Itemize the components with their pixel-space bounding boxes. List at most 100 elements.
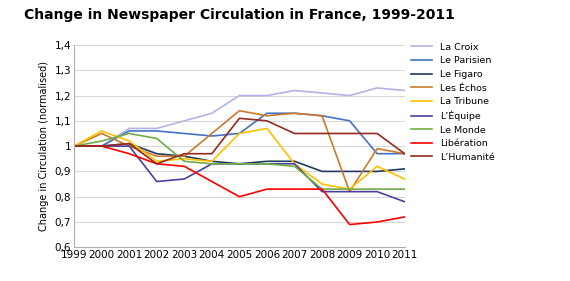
Le Parisien	[374, 152, 381, 155]
Le Monde	[209, 162, 215, 166]
Le Monde	[98, 139, 105, 143]
L’Humanité	[319, 132, 325, 135]
Le Parisien	[71, 144, 78, 148]
L’Équipe	[236, 162, 243, 166]
Line: Le Figaro: Le Figaro	[74, 144, 405, 171]
L’Humanité	[209, 152, 215, 155]
Le Figaro	[401, 167, 408, 171]
Libération	[126, 152, 133, 155]
Le Parisien	[98, 144, 105, 148]
Le Parisien	[209, 134, 215, 138]
Libération	[236, 195, 243, 198]
La Croix	[181, 119, 188, 123]
Le Figaro	[236, 162, 243, 166]
Les Échos	[209, 132, 215, 135]
Libération	[153, 162, 160, 166]
La Croix	[291, 89, 298, 92]
Le Parisien	[126, 129, 133, 133]
La Croix	[401, 89, 408, 92]
L’Humanité	[263, 119, 270, 123]
La Tribune	[374, 165, 381, 168]
Le Figaro	[126, 142, 133, 145]
Le Monde	[126, 132, 133, 135]
Line: Libération: Libération	[74, 146, 405, 225]
Libération	[263, 187, 270, 191]
La Tribune	[126, 139, 133, 143]
La Croix	[319, 91, 325, 95]
Le Parisien	[263, 112, 270, 115]
Le Monde	[374, 187, 381, 191]
L’Équipe	[346, 190, 353, 193]
Le Figaro	[374, 170, 381, 173]
Le Figaro	[319, 170, 325, 173]
La Croix	[71, 144, 78, 148]
Libération	[209, 180, 215, 183]
Les Échos	[401, 152, 408, 155]
Les Échos	[374, 147, 381, 150]
L’Humanité	[181, 152, 188, 155]
La Croix	[263, 94, 270, 97]
Legend: La Croix, Le Parisien, Le Figaro, Les Échos, La Tribune, L’Équipe, Le Monde, Lib: La Croix, Le Parisien, Le Figaro, Les Éc…	[412, 43, 494, 162]
Les Échos	[181, 155, 188, 158]
Les Échos	[126, 144, 133, 148]
L’Humanité	[374, 132, 381, 135]
Line: Les Échos: Les Échos	[74, 111, 405, 192]
Le Figaro	[263, 160, 270, 163]
Libération	[319, 187, 325, 191]
L’Humanité	[401, 152, 408, 155]
Le Figaro	[346, 170, 353, 173]
L’Humanité	[98, 144, 105, 148]
L’Équipe	[291, 162, 298, 166]
La Croix	[153, 127, 160, 130]
L’Humanité	[291, 132, 298, 135]
L’Équipe	[98, 144, 105, 148]
Line: Le Monde: Le Monde	[74, 133, 405, 189]
Le Monde	[291, 165, 298, 168]
La Croix	[98, 144, 105, 148]
Libération	[181, 165, 188, 168]
Text: Change in Newspaper Circulation in France, 1999-2011: Change in Newspaper Circulation in Franc…	[24, 8, 455, 22]
Le Parisien	[401, 152, 408, 155]
La Croix	[374, 86, 381, 90]
L’Équipe	[153, 180, 160, 183]
L’Équipe	[319, 190, 325, 193]
Libération	[98, 144, 105, 148]
Le Figaro	[153, 152, 160, 155]
La Tribune	[401, 177, 408, 181]
Line: La Tribune: La Tribune	[74, 128, 405, 189]
La Tribune	[153, 160, 160, 163]
La Tribune	[98, 129, 105, 133]
La Tribune	[236, 132, 243, 135]
La Tribune	[71, 144, 78, 148]
L’Humanité	[126, 142, 133, 145]
Les Échos	[153, 155, 160, 158]
La Tribune	[263, 127, 270, 130]
La Tribune	[209, 160, 215, 163]
Le Parisien	[319, 114, 325, 117]
Libération	[374, 220, 381, 224]
Le Monde	[181, 160, 188, 163]
La Croix	[209, 112, 215, 115]
Les Échos	[346, 190, 353, 193]
Libération	[346, 223, 353, 226]
L’Équipe	[126, 144, 133, 148]
Le Parisien	[153, 129, 160, 133]
Le Monde	[346, 187, 353, 191]
Les Échos	[98, 132, 105, 135]
Le Figaro	[98, 144, 105, 148]
Le Monde	[263, 162, 270, 166]
La Croix	[236, 94, 243, 97]
Line: Le Parisien: Le Parisien	[74, 113, 405, 154]
L’Équipe	[71, 144, 78, 148]
Line: La Croix: La Croix	[74, 88, 405, 146]
L’Équipe	[263, 162, 270, 166]
Le Parisien	[291, 112, 298, 115]
Libération	[291, 187, 298, 191]
L’Humanité	[153, 162, 160, 166]
Les Échos	[319, 114, 325, 117]
Le Figaro	[71, 144, 78, 148]
La Tribune	[346, 187, 353, 191]
La Tribune	[291, 162, 298, 166]
L’Humanité	[236, 117, 243, 120]
La Croix	[126, 127, 133, 130]
